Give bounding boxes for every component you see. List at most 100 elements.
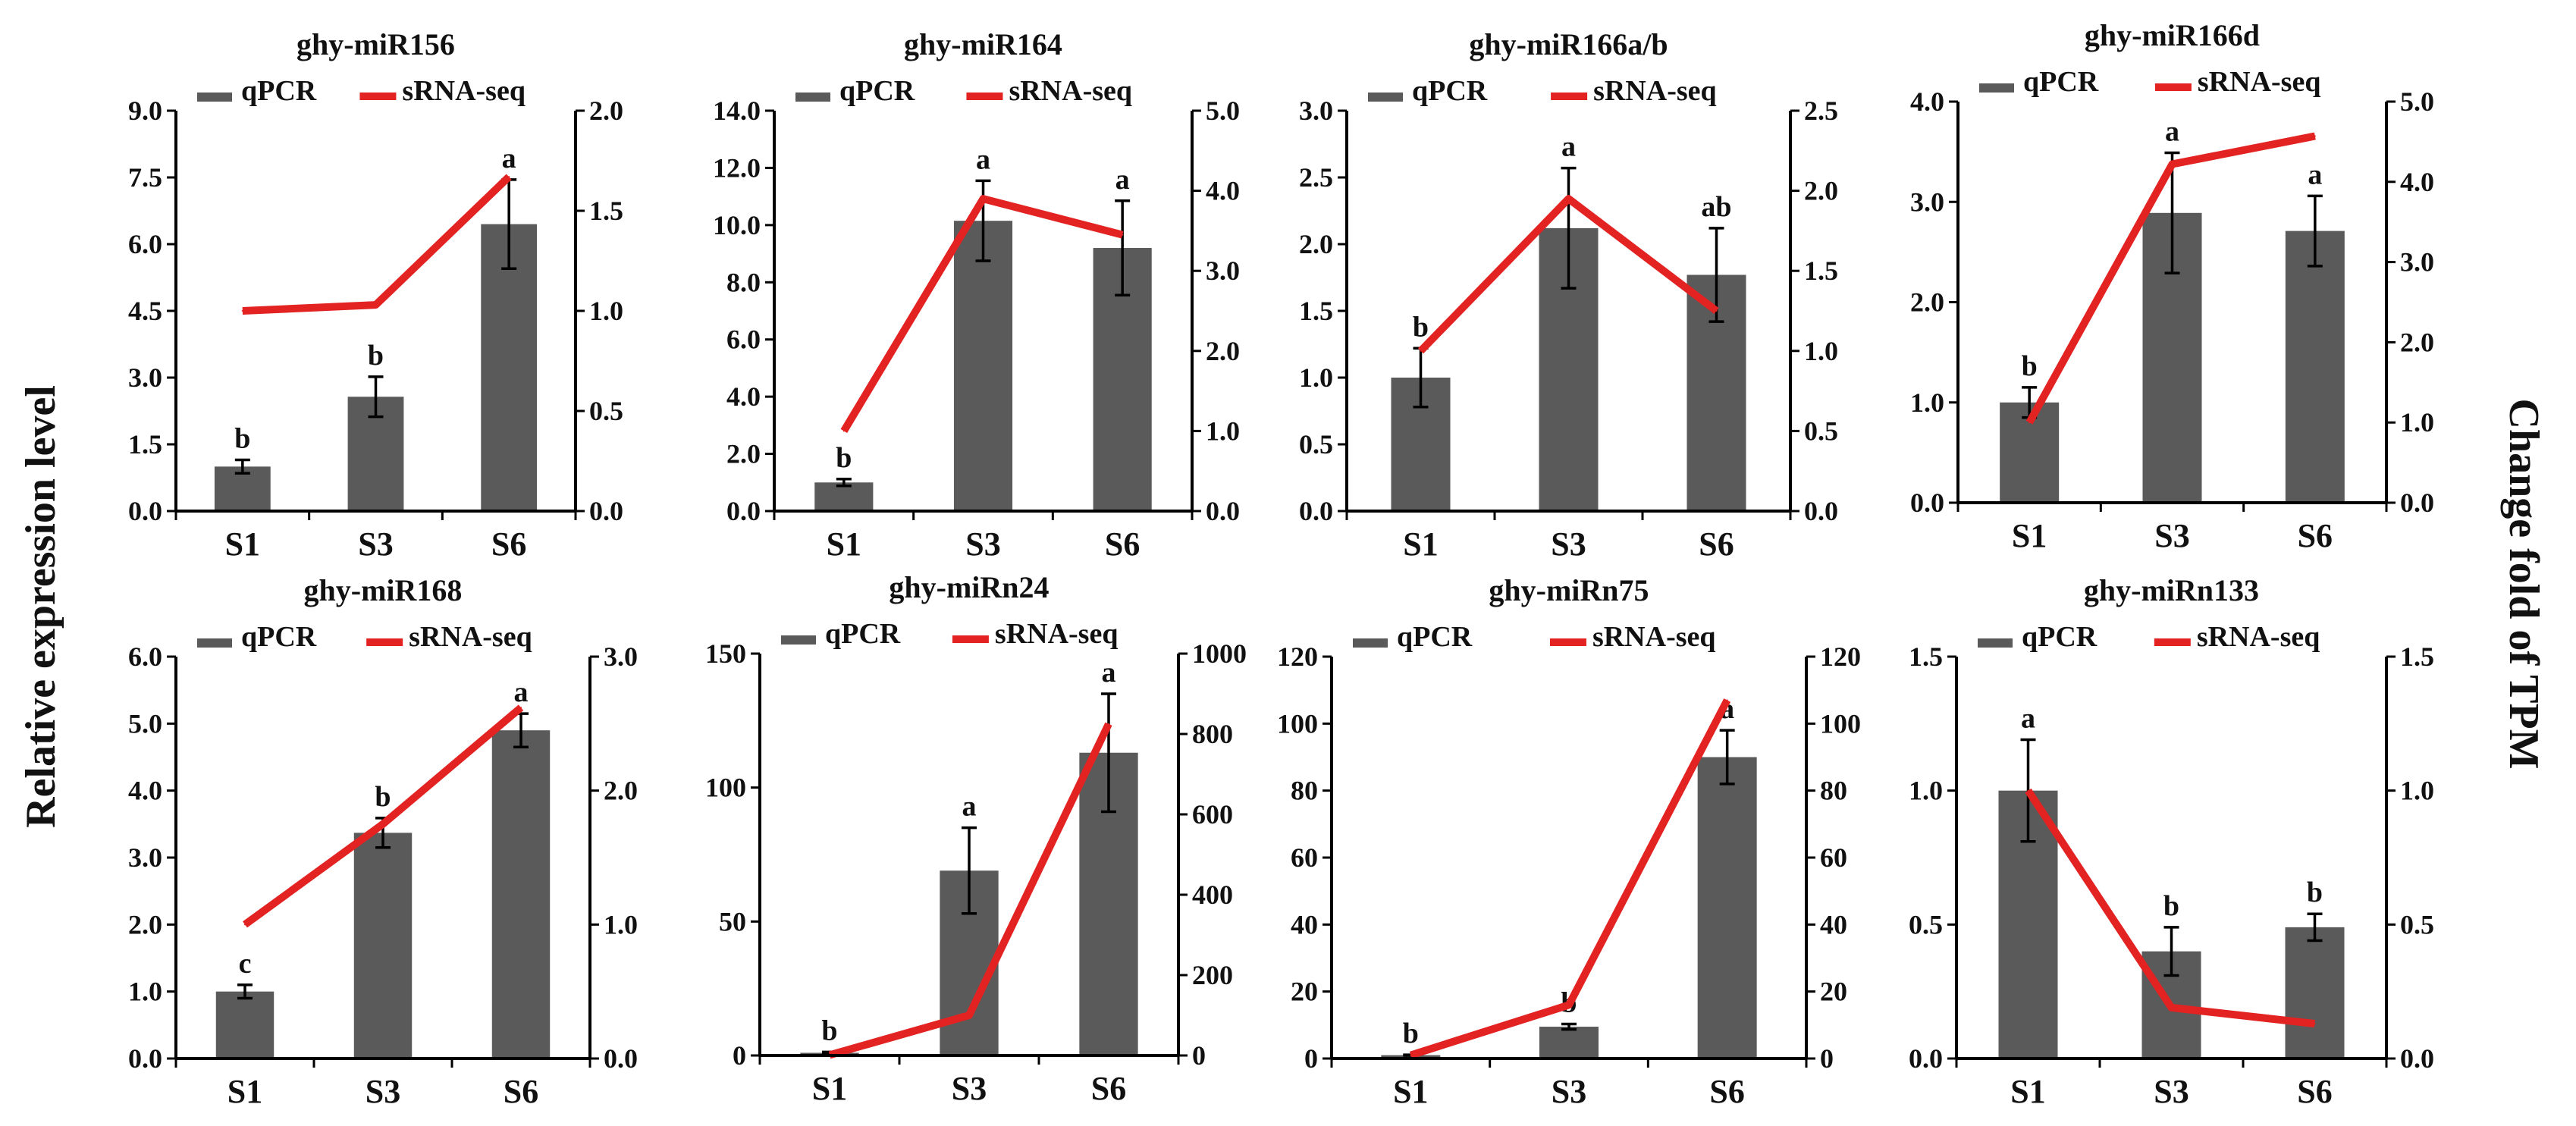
left-tick-label: 8.0	[726, 267, 761, 297]
left-tick-label: 4.5	[128, 296, 162, 326]
chart-title: ghy-miR156	[297, 27, 455, 61]
category-label-S1: S1	[1393, 1073, 1428, 1110]
legend-label-qpcr: qPCR	[241, 75, 317, 107]
legend-swatch-qpcr	[781, 635, 816, 645]
left-tick-label: 20	[1291, 977, 1318, 1007]
left-tick-label: 5.0	[128, 708, 162, 739]
left-tick-label: 1.0	[1909, 776, 1943, 806]
category-label-S1: S1	[827, 525, 861, 563]
legend-swatch-qpcr	[1978, 638, 2013, 648]
right-tick-label: 0.0	[2400, 488, 2434, 518]
srna-seq-line	[1409, 698, 1731, 1059]
right-tick-label: 1.5	[1804, 256, 1838, 286]
significance-label-S3: b	[375, 781, 391, 813]
srna-seq-point-S6	[520, 707, 522, 709]
legend-label-srna-seq: sRNA-seq	[1592, 621, 1716, 653]
srna-seq-point-S1	[2028, 422, 2031, 424]
srna-seq-point-S6	[2314, 1023, 2316, 1025]
bar-S6	[481, 224, 538, 511]
left-tick-label: 3.0	[1910, 187, 1944, 217]
significance-label-S6: a	[2308, 158, 2322, 190]
right-tick-label: 2.0	[604, 776, 638, 806]
category-label-S1: S1	[2010, 1073, 2045, 1110]
left-tick-label: 120	[1277, 641, 1318, 672]
left-axis-global-label: Relative expression level	[17, 385, 64, 828]
left-tick-label: 3.0	[128, 842, 162, 873]
chart-panel-6: ghy-miRn24 qPCR sRNA-seq b a a 0 50 100 150 0 200 40…	[705, 570, 1247, 1107]
category-label-S6: S6	[491, 525, 526, 563]
srna-seq-point-S3	[1568, 1004, 1570, 1006]
chart-title: ghy-miRn133	[2084, 573, 2259, 607]
legend-swatch-qpcr	[197, 638, 232, 648]
right-tick-label: 5.0	[1206, 96, 1240, 126]
category-label-S1: S1	[227, 1073, 262, 1110]
srna-seq-point-S1	[1420, 350, 1422, 352]
left-tick-label: 0.0	[1909, 1043, 1943, 1074]
srna-seq-point-S3	[1567, 198, 1570, 200]
right-tick-label: 4.0	[1206, 176, 1240, 206]
right-tick-label: 1.0	[604, 909, 638, 939]
left-tick-label: 0.5	[1299, 429, 1333, 459]
category-label-S3: S3	[358, 525, 393, 563]
left-tick-label: 2.5	[1299, 162, 1333, 193]
significance-label-S3: a	[962, 791, 977, 823]
srna-seq-point-S6	[1108, 723, 1109, 725]
chart-title: ghy-miR168	[304, 573, 463, 607]
left-tick-label: 4.0	[1910, 86, 1944, 117]
right-tick-label: 600	[1192, 799, 1233, 830]
significance-label-S1: b	[821, 1015, 837, 1046]
left-tick-label: 1.5	[1299, 296, 1333, 326]
bar-S3	[953, 221, 1013, 511]
right-tick-label: 2.0	[589, 96, 623, 126]
srna-seq-line	[242, 174, 512, 315]
left-tick-label: 0.0	[726, 496, 761, 526]
right-tick-label: 40	[1820, 909, 1847, 939]
left-tick-label: 12.0	[713, 152, 761, 183]
left-tick-label: 0.0	[1910, 488, 1944, 518]
legend-label-qpcr: qPCR	[2023, 66, 2099, 98]
right-tick-label: 1.5	[589, 196, 623, 226]
significance-label-S6: a	[1115, 164, 1130, 196]
bar-S6	[1697, 757, 1757, 1059]
category-label-S3: S3	[2154, 517, 2189, 554]
left-tick-label: 9.0	[128, 96, 162, 126]
right-tick-label: 0.0	[1804, 496, 1838, 526]
left-tick-label: 6.0	[128, 641, 162, 672]
legend-label-srna-seq: sRNA-seq	[2198, 66, 2321, 98]
significance-label-S6: a	[1102, 657, 1116, 688]
category-label-S1: S1	[812, 1070, 847, 1107]
left-tick-label: 0	[733, 1040, 746, 1071]
category-label-S3: S3	[1552, 1073, 1586, 1110]
left-tick-label: 4.0	[128, 776, 162, 806]
right-tick-label: 4.0	[2400, 167, 2434, 197]
left-tick-label: 6.0	[726, 325, 761, 355]
left-tick-label: 80	[1291, 776, 1318, 806]
chart-panel-1: ghy-miR156 qPCR sRNA-seq b b a 0.0 1.5 3.0 4.5 6.0…	[128, 27, 623, 563]
significance-label-S3: b	[368, 340, 384, 372]
srna-seq-point-S6	[508, 176, 510, 178]
category-label-S1: S1	[2012, 517, 2047, 554]
left-tick-label: 100	[1277, 708, 1318, 739]
significance-label-S3: a	[1561, 131, 1576, 163]
left-tick-label: 0.5	[1909, 909, 1943, 939]
left-tick-label: 150	[705, 638, 746, 669]
significance-label-S1: b	[836, 442, 852, 474]
legend-label-qpcr: qPCR	[825, 618, 901, 650]
left-tick-label: 14.0	[713, 96, 761, 126]
chart-panel-2: ghy-miR164 qPCR sRNA-seq b a a 0.0 2.0 4.0 6.0 8.0…	[713, 27, 1240, 563]
left-tick-label: 3.0	[128, 362, 162, 393]
significance-label-S3: a	[976, 143, 990, 175]
left-tick-label: 0.0	[128, 1043, 162, 1074]
right-tick-label: 1000	[1192, 638, 1247, 669]
srna-seq-point-S6	[1122, 234, 1124, 236]
srna-seq-point-S3	[375, 304, 377, 306]
left-tick-label: 60	[1291, 842, 1318, 873]
right-tick-label: 2.0	[1206, 336, 1240, 366]
srna-seq-point-S3	[968, 1015, 970, 1016]
category-label-S6: S6	[504, 1073, 538, 1110]
left-tick-label: 4.0	[726, 381, 761, 412]
right-tick-label: 1.0	[2400, 776, 2434, 806]
legend-label-qpcr: qPCR	[241, 621, 317, 653]
right-tick-label: 3.0	[604, 641, 638, 672]
